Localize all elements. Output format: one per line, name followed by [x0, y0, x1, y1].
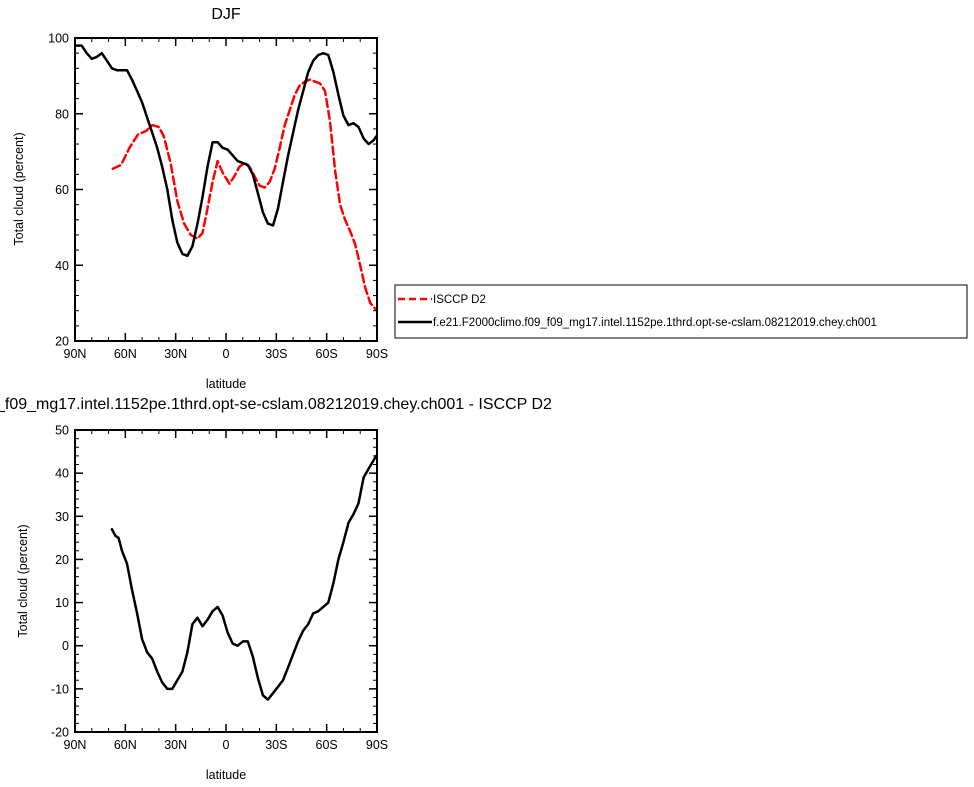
y-tick-label: 30	[55, 510, 69, 524]
top-panel-xlabel: latitude	[206, 377, 246, 391]
y-tick-label: 80	[55, 107, 69, 121]
x-tick-label: 90N	[64, 347, 87, 361]
x-tick-label: 90N	[64, 738, 87, 752]
x-tick-label: 0	[223, 347, 230, 361]
legend-label-model: f.e21.F2000climo.f09_f09_mg17.intel.1152…	[433, 317, 877, 329]
bottom-panel: _f09_mg17.intel.1152pe.1thrd.opt-se-csla…	[0, 396, 552, 782]
x-tick-label: 0	[223, 738, 230, 752]
legend: ISCCP D2 f.e21.F2000climo.f09_f09_mg17.i…	[394, 284, 968, 339]
bottom-panel-frame	[74, 429, 378, 733]
bottom-series-line-0	[110, 454, 378, 701]
x-tick-label: 60S	[316, 347, 338, 361]
x-tick-label: 30N	[164, 738, 187, 752]
y-tick-label: 10	[55, 596, 69, 610]
y-tick-label: -10	[51, 682, 69, 696]
y-tick-label: 60	[55, 183, 69, 197]
legend-box	[394, 284, 968, 339]
bottom-panel-xlabel: latitude	[206, 768, 246, 782]
bottom-panel-y-ticks: -20 -10 0 10 20 30 40 50	[51, 424, 377, 740]
y-tick-label: 0	[62, 639, 69, 653]
top-series-line-1	[75, 44, 378, 258]
y-tick-label: 100	[48, 32, 69, 46]
top-panel-ylabel: Total cloud (percent)	[12, 132, 26, 245]
y-tick-label: 40	[55, 259, 69, 273]
bottom-panel-title: _f09_mg17.intel.1152pe.1thrd.opt-se-csla…	[0, 396, 552, 413]
y-tick-label: 50	[55, 424, 69, 438]
top-panel: DJF Total cloud (percent) latitude 20 40 6…	[12, 6, 388, 391]
bottom-panel-ylabel: Total cloud (percent)	[16, 524, 30, 637]
x-tick-label: 60N	[114, 347, 137, 361]
y-tick-label: 20	[55, 335, 69, 349]
x-tick-label: 30S	[265, 347, 287, 361]
legend-label-isccp: ISCCP D2	[433, 294, 486, 306]
top-panel-title: DJF	[211, 6, 241, 23]
top-panel-series	[75, 44, 378, 311]
bottom-panel-x-ticks: 90N 60N 30N 0 30S 60S 90S	[64, 430, 388, 752]
top-series-line-0	[111, 78, 377, 311]
y-tick-label: 20	[55, 553, 69, 567]
x-tick-label: 30N	[164, 347, 187, 361]
bottom-panel-series	[110, 454, 378, 701]
x-tick-label: 30S	[265, 738, 287, 752]
x-tick-label: 60S	[316, 738, 338, 752]
y-tick-label: 40	[55, 467, 69, 481]
x-tick-label: 90S	[366, 738, 388, 752]
x-tick-label: 60N	[114, 738, 137, 752]
x-tick-label: 90S	[366, 347, 388, 361]
top-panel-frame	[74, 37, 378, 342]
top-panel-y-ticks: 20 40 60 80 100	[48, 32, 377, 349]
y-tick-label: -20	[51, 726, 69, 740]
